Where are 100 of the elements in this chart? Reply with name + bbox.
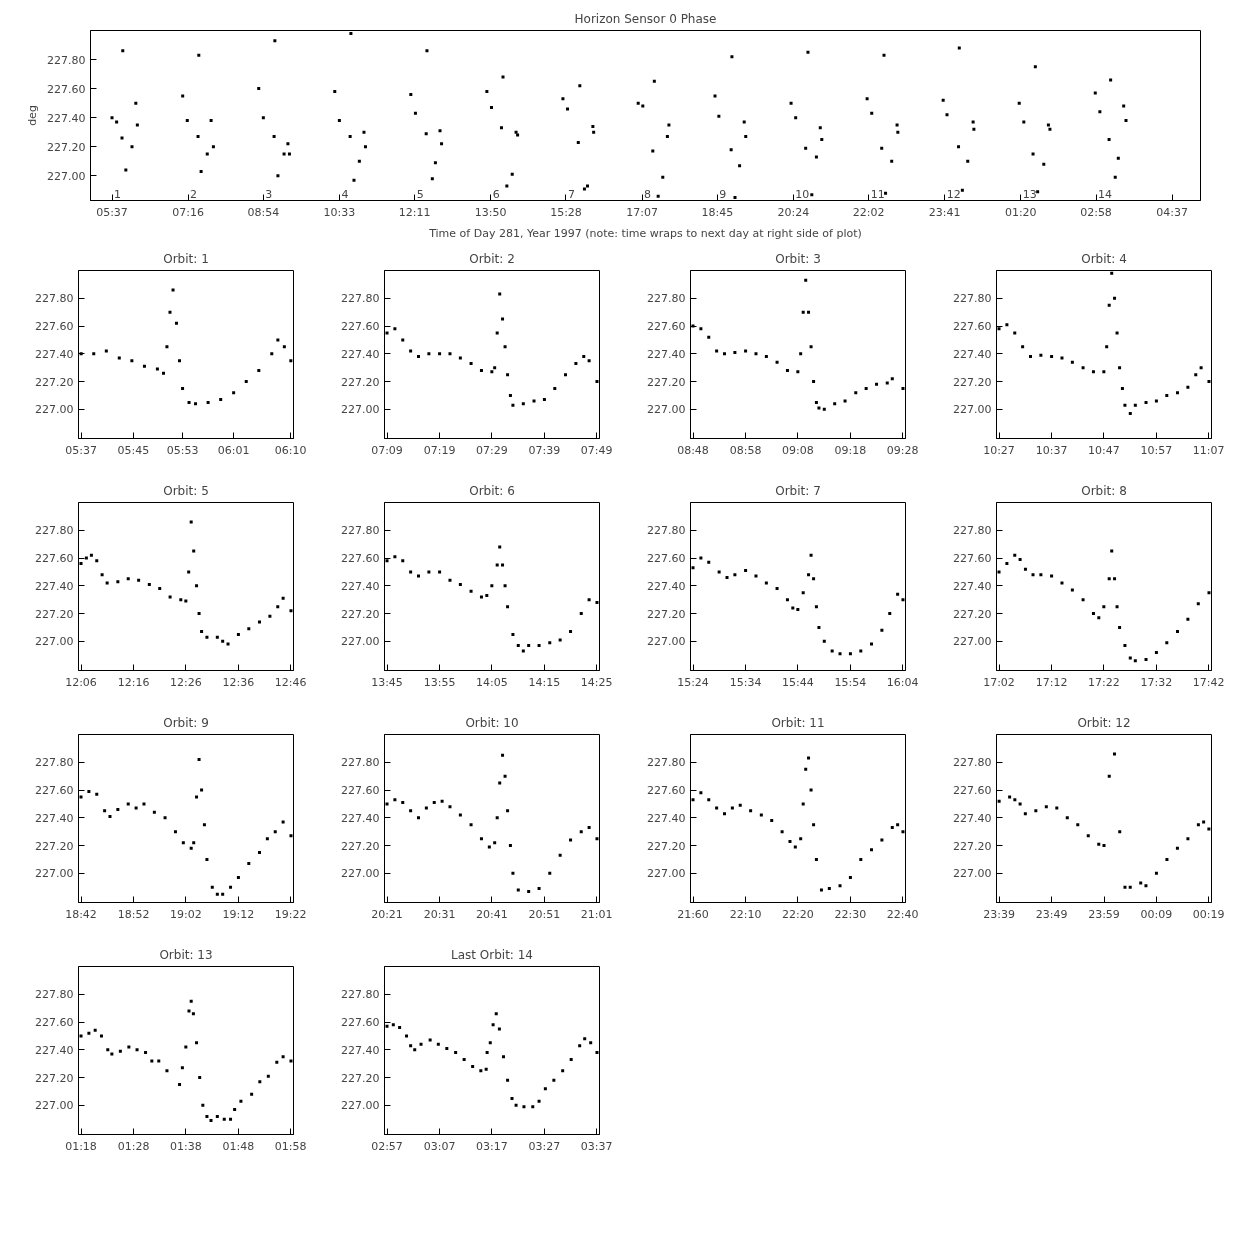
y-tick-label: 227.80 <box>341 756 380 770</box>
point <box>497 1027 501 1031</box>
point <box>1176 630 1179 634</box>
point <box>1154 399 1158 403</box>
point <box>501 317 505 321</box>
y-tick-label: 227.20 <box>647 607 686 621</box>
y-tick-label: 227.60 <box>35 1016 74 1030</box>
point <box>875 382 879 386</box>
point <box>417 816 420 820</box>
point <box>691 798 695 802</box>
y-tick-label: 227.00 <box>953 635 992 649</box>
x-tick-label: 08:54 <box>247 205 280 219</box>
point <box>1144 400 1148 404</box>
point <box>1013 331 1017 335</box>
y-tick-label: 227.00 <box>35 635 74 649</box>
point <box>200 630 204 634</box>
point <box>1176 391 1179 395</box>
y-tick-label: 227.80 <box>341 292 380 306</box>
point <box>289 834 293 838</box>
point <box>206 400 210 404</box>
point <box>405 1034 409 1038</box>
x-tick-label: 06:01 <box>217 443 250 457</box>
point <box>817 625 821 629</box>
y-tick-label: 227.00 <box>35 403 74 417</box>
point <box>495 563 499 567</box>
point <box>595 1051 599 1055</box>
point <box>997 799 1001 803</box>
point <box>215 1114 219 1118</box>
point <box>487 845 491 849</box>
point <box>1128 885 1132 889</box>
point <box>126 802 130 806</box>
point <box>106 1048 110 1052</box>
x-tick-label: 00:19 <box>1192 907 1225 921</box>
x-tick-label: 18:42 <box>65 907 97 921</box>
x-tick-label: 17:02 <box>983 675 1015 689</box>
point <box>1165 393 1169 397</box>
point <box>494 1012 498 1016</box>
chart-title: Orbit: 6 <box>469 483 515 498</box>
point <box>1133 659 1137 663</box>
point <box>440 799 444 803</box>
point <box>827 887 831 891</box>
x-axis-title: Time of Day 281, Year 1997 (note: time wraps to next day at right side of plot) <box>428 226 862 240</box>
point <box>707 560 711 564</box>
point <box>116 580 120 584</box>
y-tick-label: 227.80 <box>35 292 74 306</box>
point <box>1186 837 1190 841</box>
y-tick-label: 227.00 <box>341 1099 380 1113</box>
y-tick-label: 227.80 <box>953 292 992 306</box>
point <box>1039 353 1043 357</box>
point <box>561 1069 565 1073</box>
point <box>864 387 868 391</box>
point <box>258 851 261 855</box>
point <box>485 594 489 598</box>
point <box>896 592 900 596</box>
point <box>1113 296 1117 300</box>
y-tick-label: 227.60 <box>647 784 686 798</box>
point <box>232 391 236 395</box>
point <box>574 362 578 366</box>
point <box>458 582 462 586</box>
point <box>1144 884 1148 888</box>
point <box>1097 842 1101 846</box>
x-tick-label: 15:44 <box>781 675 814 689</box>
point <box>221 639 225 643</box>
point <box>1005 562 1009 566</box>
point <box>205 1114 209 1118</box>
point <box>268 614 272 618</box>
point <box>1123 644 1127 648</box>
point <box>409 809 413 813</box>
point <box>733 350 737 354</box>
y-tick-label: 227.40 <box>341 811 380 825</box>
point <box>804 278 808 282</box>
y-tick-label: 227.40 <box>35 1043 74 1057</box>
point <box>273 830 277 834</box>
x-tick-label: 14:15 <box>528 675 561 689</box>
point <box>485 1051 489 1055</box>
x-tick-label: 22:40 <box>886 907 919 921</box>
x-tick-label: 10:57 <box>1140 443 1173 457</box>
y-tick-label: 227.60 <box>35 784 74 798</box>
y-tick-label: 227.40 <box>35 579 74 593</box>
point <box>93 1028 97 1032</box>
x-tick-label: 13:55 <box>423 675 456 689</box>
point <box>812 380 816 384</box>
point <box>158 587 162 591</box>
point <box>569 1058 573 1062</box>
point <box>1005 323 1009 327</box>
point <box>427 352 431 356</box>
point <box>184 1045 188 1049</box>
x-tick-label: 00:09 <box>1140 907 1173 921</box>
y-tick-label: 227.40 <box>341 1043 380 1057</box>
point <box>595 380 599 384</box>
annotation: 13 <box>1022 187 1037 201</box>
point <box>553 387 557 391</box>
x-tick-label: 07:39 <box>528 443 561 457</box>
point <box>162 371 166 375</box>
y-axis-title: deg <box>26 105 40 126</box>
x-tick-label: 07:09 <box>371 443 403 457</box>
point <box>812 823 816 827</box>
x-tick-label: 10:33 <box>323 205 356 219</box>
y-tick-label: 227.80 <box>341 988 380 1002</box>
point <box>168 595 172 599</box>
